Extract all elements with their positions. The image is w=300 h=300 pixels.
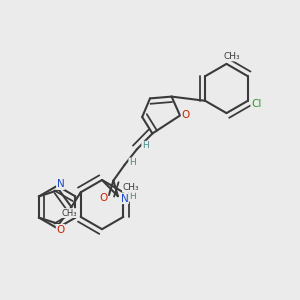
Text: H: H [129,192,136,201]
Text: CH₃: CH₃ [61,208,76,217]
Text: O: O [56,224,64,235]
Text: CH₃: CH₃ [122,183,139,192]
Text: N: N [121,194,128,204]
Text: N: N [57,179,64,190]
Text: O: O [181,110,190,121]
Text: H: H [129,158,136,167]
Text: O: O [99,193,108,203]
Text: H: H [142,141,148,150]
Text: Cl: Cl [251,99,261,110]
Text: CH₃: CH₃ [224,52,240,61]
